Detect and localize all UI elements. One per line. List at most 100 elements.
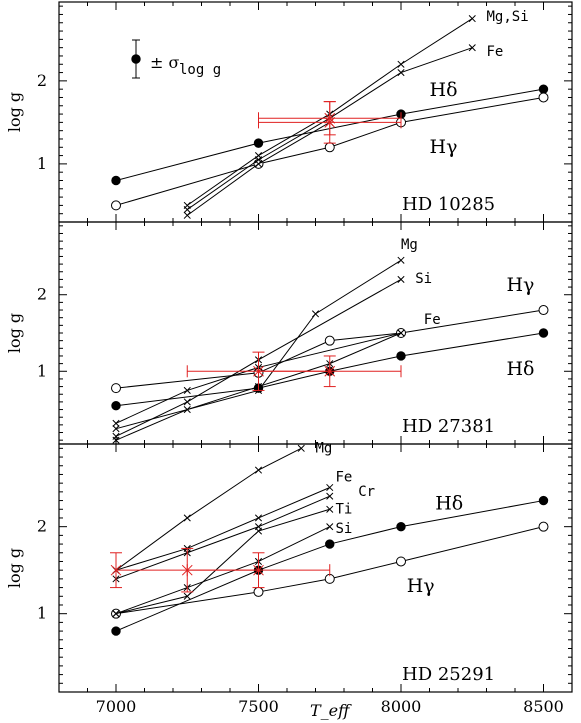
series-label: Fe — [335, 469, 352, 485]
panel-2: 1 2 log g Mg Si Fe Hγ Hδ HD 27381 — [5, 221, 573, 445]
series-label: Si — [335, 521, 352, 537]
data-point — [183, 592, 191, 600]
x-axis-label: T_eff — [310, 701, 352, 720]
data-point — [254, 160, 263, 168]
y-tick-label: 2 — [37, 71, 47, 90]
series-label: Hγ — [506, 274, 534, 296]
data-point — [325, 539, 335, 549]
x-tick-label: 8000 — [381, 697, 422, 716]
data-point — [183, 386, 191, 394]
series-label: Hγ — [430, 136, 458, 158]
data-point — [538, 92, 549, 103]
data-point — [111, 175, 121, 186]
y-axis-label: log g — [5, 548, 24, 588]
data-point — [396, 556, 406, 567]
data-point — [254, 514, 263, 522]
legend-subscript: log g — [179, 62, 221, 78]
data-point — [396, 521, 406, 532]
data-point — [253, 586, 264, 597]
data-point — [111, 200, 121, 211]
series-label: Mg — [401, 237, 418, 253]
data-point — [254, 466, 263, 474]
data-point — [397, 256, 405, 264]
legend-text: ± σ — [150, 53, 179, 72]
series-label: Cr — [358, 484, 375, 500]
y-tick-label: 1 — [37, 154, 47, 173]
x-tick-label: 7000 — [96, 697, 137, 716]
data-point — [183, 514, 191, 522]
data-point — [538, 521, 549, 532]
y-tick-label: 2 — [37, 285, 47, 304]
series-line — [115, 508, 330, 615]
error-marker — [253, 564, 264, 576]
series-label: Mg,Si — [487, 9, 529, 25]
star-label: HD 27381 — [402, 416, 495, 437]
data-point — [112, 610, 120, 618]
data-point — [538, 328, 549, 338]
series-label: Si — [415, 271, 432, 287]
star-label: HD 10285 — [402, 194, 495, 215]
data-point — [324, 335, 335, 346]
series-label: Ti — [335, 502, 352, 518]
data-point — [183, 405, 191, 414]
series-line — [115, 495, 330, 580]
data-point — [326, 505, 334, 513]
series-line — [115, 278, 402, 437]
data-point — [324, 142, 335, 153]
legend-marker — [131, 54, 141, 64]
error-marker — [324, 112, 336, 124]
y-tick-label: 1 — [37, 361, 47, 380]
data-point — [112, 419, 120, 427]
data-point — [397, 60, 405, 68]
x-tick-label: 7500 — [238, 697, 279, 716]
y-tick-label: 1 — [37, 604, 47, 623]
panel-1: 1 2 log g Mg,Si Fe Hδ Hγ HD 10285 — [5, 1, 573, 223]
panel-frame — [58, 1, 573, 223]
data-point — [396, 351, 406, 361]
series-label: Fe — [487, 44, 504, 60]
panel-frame — [58, 221, 573, 445]
data-point — [111, 401, 121, 411]
data-point — [538, 84, 549, 94]
x-tick-label: 8500 — [523, 697, 564, 716]
y-axis-label: log g — [5, 92, 24, 132]
y-tick-label: 2 — [37, 517, 47, 536]
data-point — [297, 444, 305, 452]
data-point — [397, 69, 405, 77]
data-point — [112, 436, 120, 444]
data-point — [468, 15, 476, 23]
data-point — [326, 492, 334, 500]
data-point — [111, 626, 121, 636]
error-marker — [324, 365, 336, 377]
data-point — [253, 138, 264, 148]
data-point — [538, 495, 549, 506]
data-point — [397, 275, 405, 283]
data-point — [311, 310, 320, 318]
data-point — [112, 425, 120, 433]
series-line — [115, 332, 402, 424]
series-label: Hγ — [407, 575, 435, 597]
series-line — [115, 526, 330, 615]
series-line — [115, 447, 302, 571]
data-point — [111, 383, 121, 394]
series-label: Hδ — [435, 492, 463, 514]
series-line — [115, 487, 330, 571]
series-label: Fe — [424, 312, 441, 328]
series-label: Hδ — [430, 79, 458, 101]
star-label: HD 25291 — [402, 664, 495, 685]
panel-frame — [58, 443, 573, 693]
data-point — [397, 329, 405, 337]
data-point — [183, 205, 191, 214]
data-point — [468, 44, 476, 52]
y-axis-label: log g — [5, 313, 24, 353]
data-point — [183, 211, 191, 219]
data-point — [326, 483, 334, 492]
data-point — [254, 527, 263, 535]
data-point — [183, 398, 191, 406]
series-label: Mg — [316, 441, 333, 457]
series-label: Hδ — [506, 358, 534, 380]
data-point — [326, 523, 334, 531]
legend: ± σ log g — [131, 39, 221, 79]
